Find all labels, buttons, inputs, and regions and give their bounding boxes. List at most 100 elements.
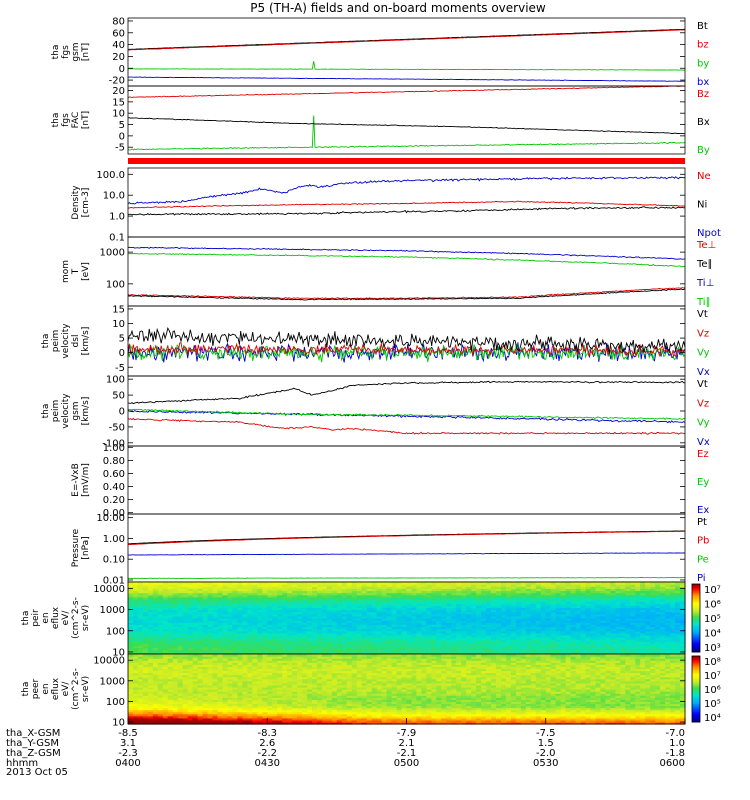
spectrogram-cell xyxy=(605,643,611,647)
spectrogram-cell xyxy=(197,582,204,585)
spectrogram-cell xyxy=(421,598,427,602)
spectrogram-cell xyxy=(217,711,224,715)
spectrogram-cell xyxy=(570,643,577,647)
spectrogram-cell xyxy=(501,630,507,634)
spectrogram-cell xyxy=(356,596,363,600)
spectrogram-cell xyxy=(381,586,388,589)
spectrogram-cell xyxy=(232,615,238,619)
spectrogram-cell xyxy=(406,645,413,649)
spectrogram-cell xyxy=(530,618,537,621)
spectrogram-cell xyxy=(157,639,164,642)
spectrogram-cell xyxy=(252,620,258,623)
spectrogram-cell xyxy=(167,634,174,638)
spectrogram-cell xyxy=(451,647,457,651)
y-axis-label: [eV] xyxy=(81,262,91,281)
spectrogram-cell xyxy=(660,592,666,596)
spectrogram-cell xyxy=(202,592,209,596)
spectrogram-cell xyxy=(670,607,676,611)
spectrogram-cell xyxy=(366,645,373,649)
spectrogram-cell xyxy=(481,615,487,619)
spectrogram-cell xyxy=(600,607,607,611)
spectrogram-cell xyxy=(565,584,572,587)
spectrogram-cell xyxy=(167,703,174,707)
spectrogram-cell xyxy=(187,658,194,661)
spectrogram-cell xyxy=(252,678,258,682)
spectrogram-cell xyxy=(242,592,248,596)
colorbar-label: 10³ xyxy=(704,643,721,654)
spectrogram-cell xyxy=(426,598,432,602)
spectrogram-cell xyxy=(411,637,418,640)
spectrogram-cell xyxy=(461,626,467,630)
spectrogram-cell xyxy=(202,697,209,700)
spectrogram-cell xyxy=(665,630,671,634)
spectrogram-cell xyxy=(322,639,328,642)
spectrogram-cell xyxy=(610,634,616,638)
spectrogram-cell xyxy=(341,592,348,596)
spectrogram-cell xyxy=(391,590,398,594)
spectrogram-cell xyxy=(615,647,621,651)
spectrogram-cell xyxy=(431,637,437,640)
spectrogram-cell xyxy=(580,634,587,638)
colorbar-step xyxy=(692,646,700,650)
spectrogram-cell xyxy=(441,649,447,653)
spectrogram-cell xyxy=(376,647,383,651)
spectrogram-cell xyxy=(197,715,204,719)
spectrogram-cell xyxy=(466,596,472,600)
spectrogram-cell xyxy=(152,678,159,682)
spectrogram-cell xyxy=(162,620,169,623)
spectrogram-cell xyxy=(376,645,383,649)
spectrogram-cell xyxy=(133,707,139,711)
spectrogram-cell xyxy=(421,624,427,628)
colorbar-step xyxy=(692,624,700,627)
spectrogram-cell xyxy=(565,645,572,649)
spectrogram-cell xyxy=(237,662,243,665)
spectrogram-cell xyxy=(177,592,184,596)
spectrogram-cell xyxy=(237,689,243,692)
spectrogram-cell xyxy=(133,711,139,715)
spectrogram-cell xyxy=(381,601,388,604)
spectrogram-cell xyxy=(411,624,418,628)
spectrogram-cell xyxy=(187,672,194,676)
spectrogram-cell xyxy=(486,590,492,594)
spectrogram-cell xyxy=(615,628,621,632)
spectrogram-cell xyxy=(486,615,492,619)
spectrogram-cell xyxy=(247,668,253,672)
spectrogram-cell xyxy=(610,584,616,587)
y-tick-label: 10 xyxy=(112,319,125,330)
legend-entry: Ey xyxy=(697,477,709,488)
spectrogram-cell xyxy=(381,630,388,634)
spectrogram-cell xyxy=(192,645,199,649)
spectrogram-cell xyxy=(590,590,597,594)
spectrogram-cell xyxy=(212,588,219,592)
spectrogram-cell xyxy=(152,705,159,709)
spectrogram-cell xyxy=(133,628,139,632)
spectrogram-cell xyxy=(356,598,363,602)
spectrogram-cell xyxy=(630,641,636,644)
colorbar-step xyxy=(692,650,700,653)
spectrogram-cell xyxy=(446,611,452,615)
spectrogram-cell xyxy=(257,586,263,589)
spectrogram-cell xyxy=(326,603,333,606)
spectrogram-cell xyxy=(192,605,199,608)
colorbar-label: 10⁴ xyxy=(704,629,721,640)
spectrogram-cell xyxy=(625,643,631,647)
spectrogram-cell xyxy=(665,584,671,587)
spectrogram-cell xyxy=(197,668,204,672)
spectrogram-cell xyxy=(162,703,169,707)
spectrogram-cell xyxy=(481,609,487,613)
spectrogram-cell xyxy=(461,588,467,592)
spectrogram-cell xyxy=(262,637,268,640)
spectrogram-cell xyxy=(555,622,562,625)
spectrogram-cell xyxy=(491,630,497,634)
spectrogram-cell xyxy=(272,615,278,619)
spectrogram-cell xyxy=(187,601,194,604)
y-axis-label: velocity xyxy=(61,393,71,429)
spectrogram-cell xyxy=(142,637,149,640)
spectrogram-cell xyxy=(630,639,636,642)
spectrogram-cell xyxy=(133,639,139,642)
spectrogram-cell xyxy=(461,590,467,594)
spectrogram-cell xyxy=(217,666,224,670)
spectrogram-cell xyxy=(555,582,562,585)
spectrogram-cell xyxy=(217,658,224,661)
spectrogram-cell xyxy=(555,590,562,594)
